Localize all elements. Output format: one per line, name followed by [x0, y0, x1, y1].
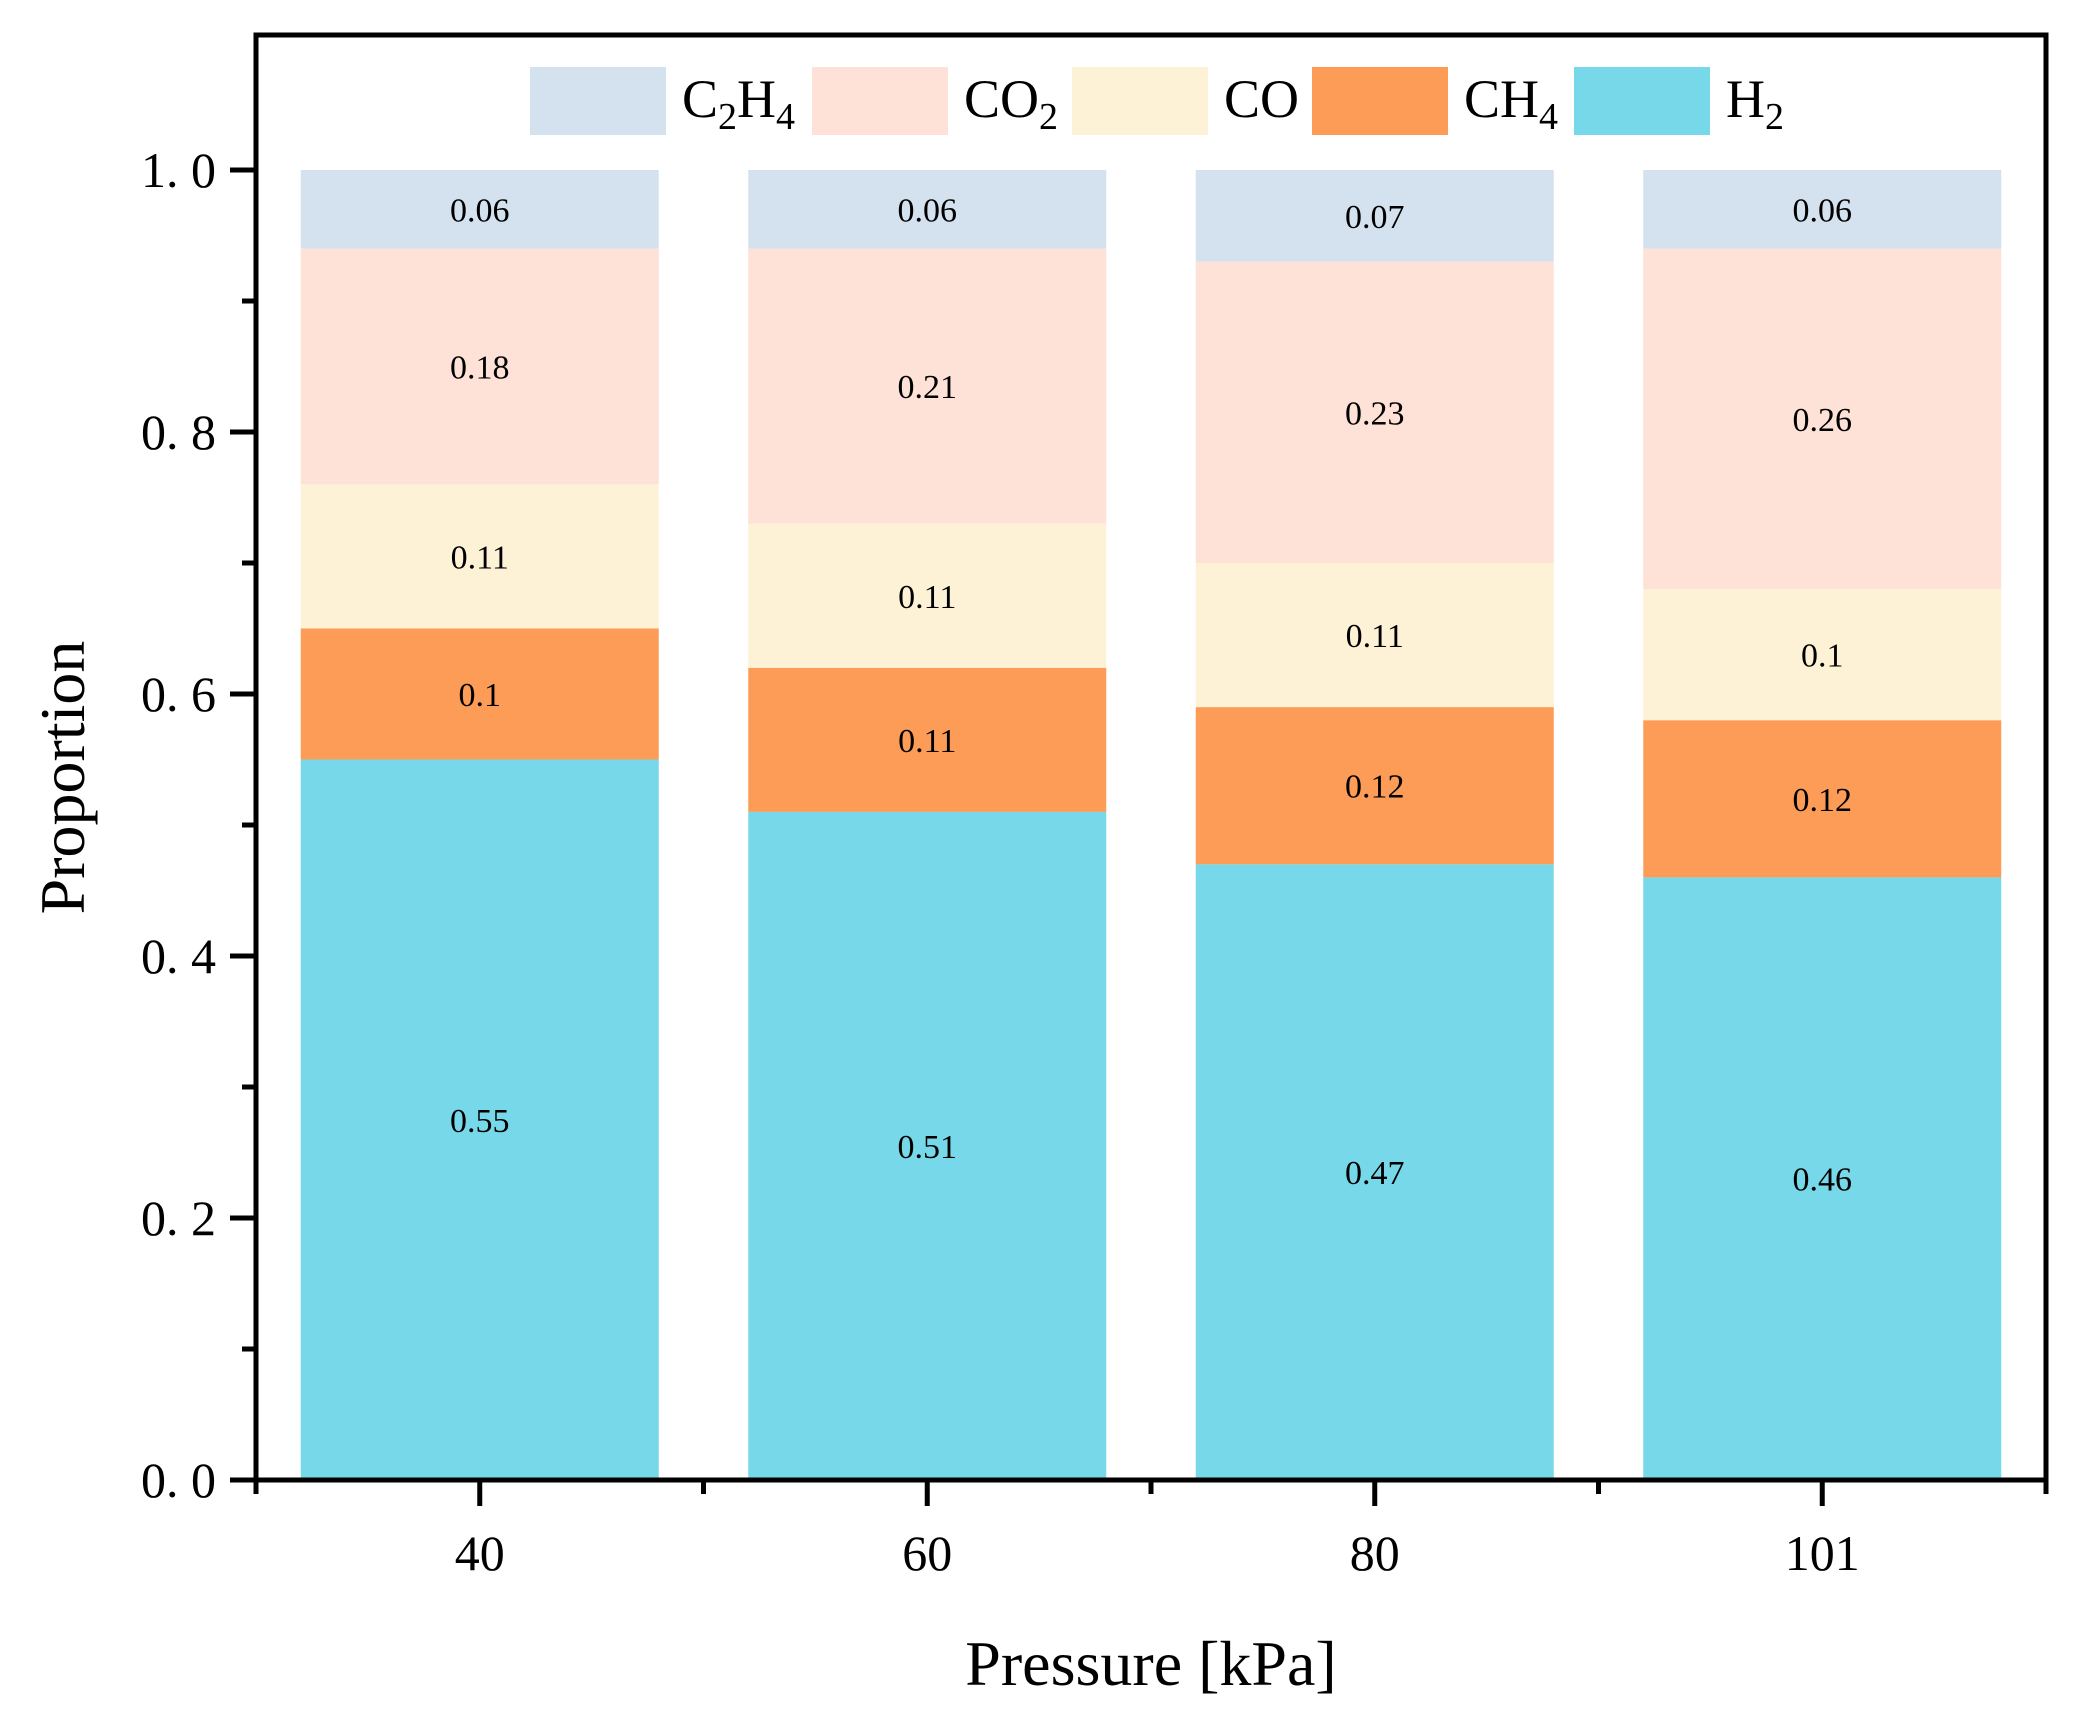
legend-swatch: [530, 67, 666, 135]
x-tick-label: 60: [902, 1525, 952, 1581]
bar-segment-0-2: [1195, 864, 1554, 1480]
x-tick-label: 40: [455, 1525, 505, 1581]
data-label: 0.06: [898, 192, 958, 229]
bar-segment-4-1: [748, 170, 1107, 249]
bar-segment-3-0: [300, 248, 659, 485]
bar-segment-4-0: [300, 170, 659, 249]
bar-segment-1-0: [300, 628, 659, 760]
bar-segment-4-3: [1643, 170, 2002, 249]
data-label: 0.18: [450, 350, 510, 387]
y-axis: 0. 0 0. 2 0. 4 0. 6 0. 8 1. 0: [141, 142, 256, 1508]
legend-swatch: [1312, 67, 1448, 135]
legend-label: CO2: [964, 69, 1058, 138]
legend-label: CH4: [1464, 69, 1558, 138]
x-axis: 40 60 80 101: [253, 1480, 2049, 1581]
legend-swatch: [812, 67, 948, 135]
bar-segment-2-1: [748, 523, 1107, 668]
bar-segment-2-3: [1643, 589, 2002, 721]
y-tick-label: 1. 0: [141, 142, 216, 198]
data-label: 0.26: [1793, 402, 1853, 439]
data-labels-layer: 0.55 0.1 0.11 0.18 0.06 0.51 0.11 0.11 0.21 0.06 0…: [450, 192, 1852, 1198]
data-label: 0.11: [1346, 618, 1404, 655]
bars-layer: [300, 170, 2002, 1480]
data-label: 0.51: [898, 1129, 958, 1166]
bar-segment-2-0: [300, 484, 659, 629]
data-label: 0.12: [1793, 782, 1853, 819]
legend-label: H2: [1726, 69, 1784, 138]
bar-segment-4-2: [1195, 170, 1554, 262]
data-label: 0.11: [898, 579, 956, 616]
data-label: 0.11: [898, 723, 956, 760]
data-label: 0.55: [450, 1103, 510, 1140]
bar-segment-2-2: [1195, 563, 1554, 708]
x-tick-label: 101: [1785, 1525, 1860, 1581]
bar-segment-3-3: [1643, 248, 2002, 590]
x-axis-title: Pressure [kPa]: [965, 1628, 1336, 1699]
legend-swatch: [1574, 67, 1710, 135]
bar-segment-1-1: [748, 667, 1107, 812]
data-label: 0.47: [1345, 1155, 1405, 1192]
data-label: 0.23: [1345, 395, 1405, 432]
bar-segment-0-3: [1643, 877, 2002, 1480]
data-label: 0.07: [1345, 199, 1405, 236]
bar-segment-0-1: [748, 811, 1107, 1480]
bar-segment-3-2: [1195, 261, 1554, 563]
legend-swatch: [1072, 67, 1208, 135]
data-label: 0.1: [1801, 638, 1844, 675]
data-label: 0.21: [898, 369, 958, 406]
x-tick-label: 80: [1350, 1525, 1400, 1581]
bar-segment-0-0: [300, 759, 659, 1480]
y-tick-label: 0. 6: [141, 666, 216, 722]
y-tick-label: 0. 4: [141, 928, 216, 984]
bar-segment-3-1: [748, 248, 1107, 524]
y-axis-title: Proportion: [27, 641, 98, 915]
data-label: 0.11: [451, 539, 509, 576]
data-label: 0.12: [1345, 769, 1405, 806]
bar-segment-1-3: [1643, 720, 2002, 878]
legend-label: C2H4: [682, 69, 795, 138]
y-tick-label: 0. 2: [141, 1190, 216, 1246]
legend: C2H4 CO2 CO CH4 H2: [530, 67, 1784, 138]
y-tick-label: 0. 0: [141, 1452, 216, 1508]
legend-label: CO: [1224, 69, 1299, 129]
data-label: 0.1: [459, 677, 502, 714]
y-tick-label: 0. 8: [141, 404, 216, 460]
bar-segment-1-2: [1195, 707, 1554, 865]
data-label: 0.46: [1793, 1162, 1853, 1199]
data-label: 0.06: [1793, 192, 1853, 229]
data-label: 0.06: [450, 192, 510, 229]
